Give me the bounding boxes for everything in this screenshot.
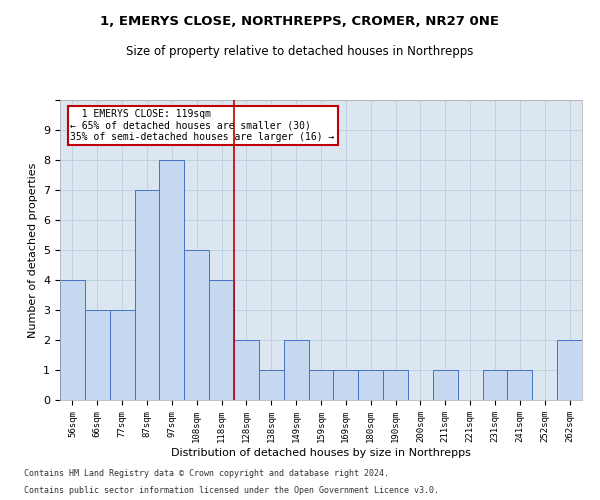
Bar — [234, 340, 259, 400]
Bar — [557, 340, 582, 400]
Text: Contains public sector information licensed under the Open Government Licence v3: Contains public sector information licen… — [24, 486, 439, 495]
X-axis label: Distribution of detached houses by size in Northrepps: Distribution of detached houses by size … — [171, 448, 471, 458]
Bar — [383, 370, 408, 400]
Text: 1 EMERYS CLOSE: 119sqm
← 65% of detached houses are smaller (30)
35% of semi-det: 1 EMERYS CLOSE: 119sqm ← 65% of detached… — [70, 109, 335, 142]
Bar — [433, 370, 458, 400]
Bar — [110, 310, 134, 400]
Bar — [482, 370, 508, 400]
Bar — [308, 370, 334, 400]
Text: Contains HM Land Registry data © Crown copyright and database right 2024.: Contains HM Land Registry data © Crown c… — [24, 468, 389, 477]
Bar — [358, 370, 383, 400]
Bar — [209, 280, 234, 400]
Bar — [160, 160, 184, 400]
Y-axis label: Number of detached properties: Number of detached properties — [28, 162, 38, 338]
Bar — [85, 310, 110, 400]
Bar — [334, 370, 358, 400]
Bar — [259, 370, 284, 400]
Bar — [508, 370, 532, 400]
Text: 1, EMERYS CLOSE, NORTHREPPS, CROMER, NR27 0NE: 1, EMERYS CLOSE, NORTHREPPS, CROMER, NR2… — [101, 15, 499, 28]
Bar — [284, 340, 308, 400]
Text: Size of property relative to detached houses in Northrepps: Size of property relative to detached ho… — [127, 45, 473, 58]
Bar — [184, 250, 209, 400]
Bar — [60, 280, 85, 400]
Bar — [134, 190, 160, 400]
